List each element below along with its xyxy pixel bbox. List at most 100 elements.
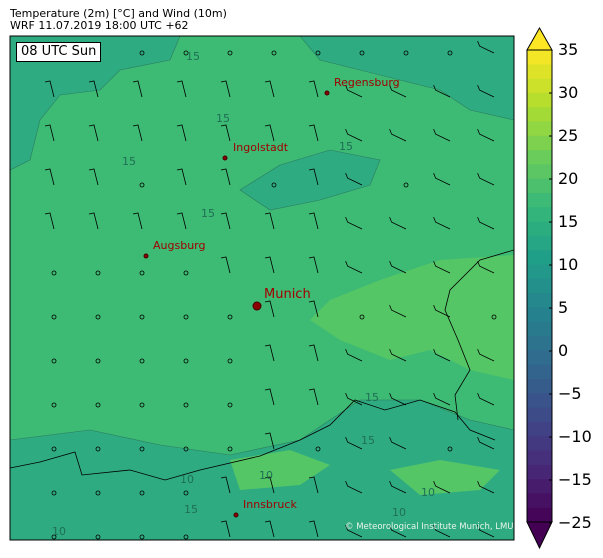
contour-label: 15 <box>186 50 200 63</box>
colorbar-tick-label: 5 <box>558 298 569 317</box>
wind-barb <box>345 348 363 362</box>
wind-barb <box>176 124 187 142</box>
calm-wind-circle <box>95 402 101 408</box>
wind-barb <box>433 84 451 98</box>
wind-barb <box>88 80 99 98</box>
calm-wind-circle <box>183 50 189 56</box>
calm-wind-circle <box>271 50 277 56</box>
wind-barbs <box>44 40 497 540</box>
wind-barb <box>389 128 407 142</box>
wind-barb <box>264 256 275 274</box>
colorbar-extend-max <box>526 26 553 51</box>
calm-wind-circle <box>227 402 233 408</box>
colorbar-band <box>527 250 552 266</box>
colorbar-tick-label: 10 <box>558 255 579 274</box>
colorbar-tick-label: 30 <box>558 83 579 102</box>
wind-barb <box>308 212 319 230</box>
city-markers <box>143 90 330 518</box>
wind-barb <box>389 436 407 450</box>
wind-barb <box>88 212 99 230</box>
colorbar-tick-label: −10 <box>558 427 592 446</box>
wind-barb <box>264 300 275 318</box>
wind-barb <box>477 392 495 406</box>
wind-barb <box>308 124 319 142</box>
colorbar-band <box>527 293 552 308</box>
calm-wind-circle <box>491 314 497 320</box>
wind-barb <box>308 80 319 98</box>
wind-barb <box>477 524 495 538</box>
wind-barb <box>389 260 407 274</box>
chart-subtitle: WRF 11.07.2019 18:00 UTC +62 <box>10 19 189 32</box>
calm-wind-circle <box>183 270 189 276</box>
wind-barb <box>345 436 363 450</box>
wind-barb <box>308 388 319 406</box>
colorbar-tick-label: 20 <box>558 169 579 188</box>
colorbar-tick-label: 25 <box>558 126 579 145</box>
wind-barb <box>433 524 451 538</box>
contour-label: 10 <box>52 525 66 538</box>
colorbar-tick-label: 15 <box>558 212 579 231</box>
wind-barb <box>132 212 143 230</box>
calm-wind-circle <box>139 182 145 188</box>
calm-wind-circle <box>95 490 101 496</box>
wind-barb <box>345 260 363 274</box>
colorbar-band <box>527 264 552 280</box>
calm-wind-circle <box>315 50 321 56</box>
wind-barb <box>345 216 363 230</box>
wind-barb <box>220 256 231 274</box>
calm-wind-circle <box>359 314 365 320</box>
wind-barb <box>389 392 407 406</box>
colorbar-band <box>527 364 552 380</box>
wind-barb <box>44 124 55 142</box>
wind-barb <box>477 216 495 230</box>
city-marker <box>233 512 239 518</box>
city-label-munich: Munich <box>264 287 311 302</box>
calm-wind-circle <box>139 314 145 320</box>
colorbar-band <box>527 64 552 80</box>
colorbar-tick-label: −15 <box>558 470 592 489</box>
calm-wind-circle <box>95 314 101 320</box>
wind-barb <box>308 344 319 362</box>
wind-barb <box>220 168 231 186</box>
wind-barb <box>389 524 407 538</box>
calm-wind-circle <box>139 490 145 496</box>
calm-wind-circle <box>227 314 233 320</box>
calm-wind-circle <box>183 402 189 408</box>
calm-wind-circle <box>271 182 277 188</box>
wind-barb <box>433 392 451 406</box>
colorbar-band <box>527 436 552 451</box>
colorbar-band <box>527 193 552 208</box>
wind-barb <box>308 168 319 186</box>
contour-label: 10 <box>259 469 273 482</box>
wind-barb <box>389 348 407 362</box>
chart-title: Temperature (2m) [°C] and Wind (10m) <box>10 7 227 20</box>
colorbar-band <box>527 493 552 509</box>
calm-wind-circle <box>95 358 101 364</box>
wind-barb <box>477 260 495 274</box>
wind-barb <box>477 436 495 450</box>
wind-barb <box>477 40 495 54</box>
calm-wind-circle <box>227 358 233 364</box>
colorbar-band <box>527 464 552 480</box>
wind-barb <box>132 124 143 142</box>
colorbar-band <box>527 178 552 194</box>
wind-barb <box>345 128 363 142</box>
calm-wind-circle <box>403 50 409 56</box>
calm-wind-circle <box>227 446 233 452</box>
wind-barb <box>264 212 275 230</box>
colorbar-band <box>527 92 552 108</box>
wind-barb <box>308 520 319 538</box>
wind-barb <box>44 80 55 98</box>
calm-wind-circle <box>183 314 189 320</box>
map-frame <box>9 35 515 541</box>
colorbar-band <box>527 78 552 94</box>
calm-wind-circle <box>139 534 145 540</box>
colorbar-tick-label: 0 <box>558 341 569 360</box>
colorbar-band <box>527 321 552 337</box>
colorbar-band <box>527 393 552 409</box>
wind-barb <box>345 172 363 186</box>
colorbar-tick-label: −25 <box>558 513 592 532</box>
calm-wind-circle <box>51 270 57 276</box>
wind-barb <box>345 480 363 494</box>
